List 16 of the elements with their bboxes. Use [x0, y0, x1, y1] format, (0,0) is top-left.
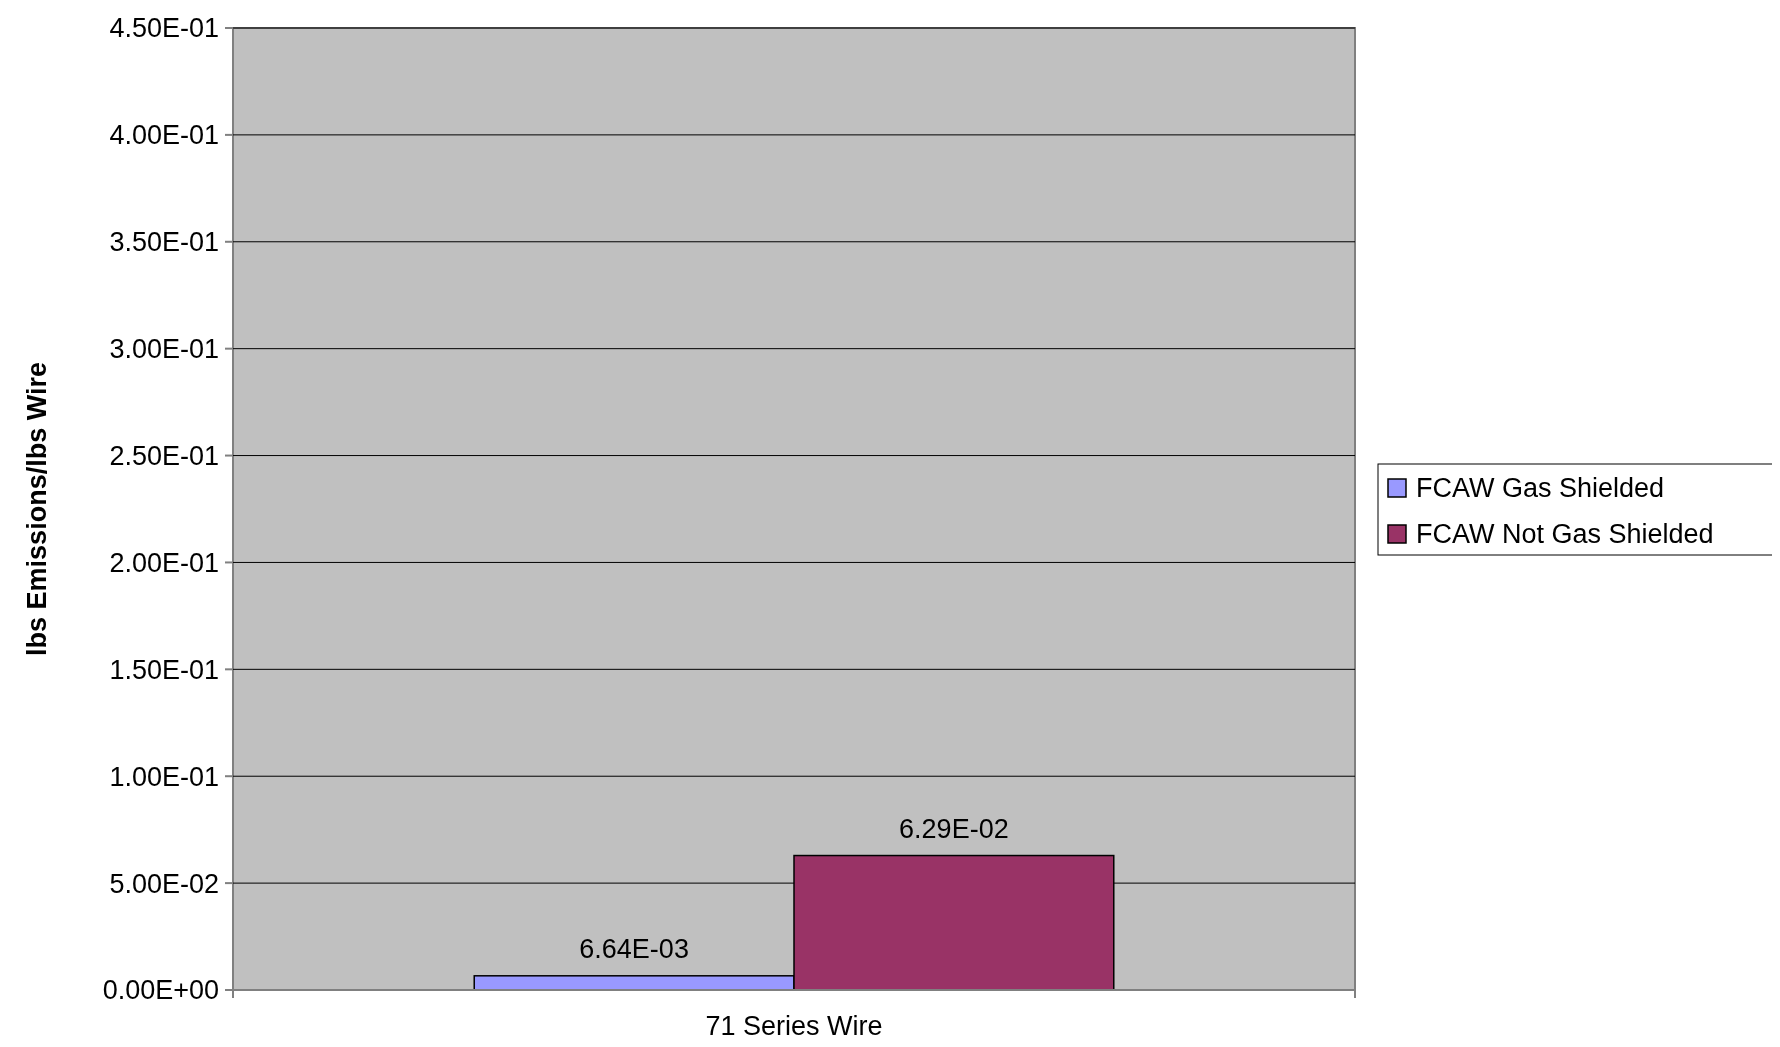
y-tick-label: 1.00E-01	[109, 761, 219, 792]
legend-label: FCAW Gas Shielded	[1416, 473, 1665, 504]
y-tick-label: 5.00E-02	[109, 868, 219, 899]
y-tick-label: 4.00E-01	[109, 120, 219, 151]
y-tick-label: 3.50E-01	[109, 227, 219, 258]
y-tick-label: 2.50E-01	[109, 441, 219, 472]
x-tick-label: 71 Series Wire	[705, 1011, 883, 1041]
y-axis-title: lbs Emissions/lbs Wire	[22, 362, 52, 656]
y-tick-label: 0.00E+00	[102, 975, 219, 1006]
y-tick-label: 4.50E-01	[109, 13, 219, 44]
y-tick-label: 3.00E-01	[109, 334, 219, 365]
data-label: 6.64E-03	[579, 933, 689, 964]
y-tick-label: 2.00E-01	[109, 547, 219, 578]
legend-label: FCAW Not Gas Shielded	[1416, 519, 1714, 550]
data-label: 6.29E-02	[899, 813, 1009, 844]
y-tick-label: 1.50E-01	[109, 654, 219, 685]
